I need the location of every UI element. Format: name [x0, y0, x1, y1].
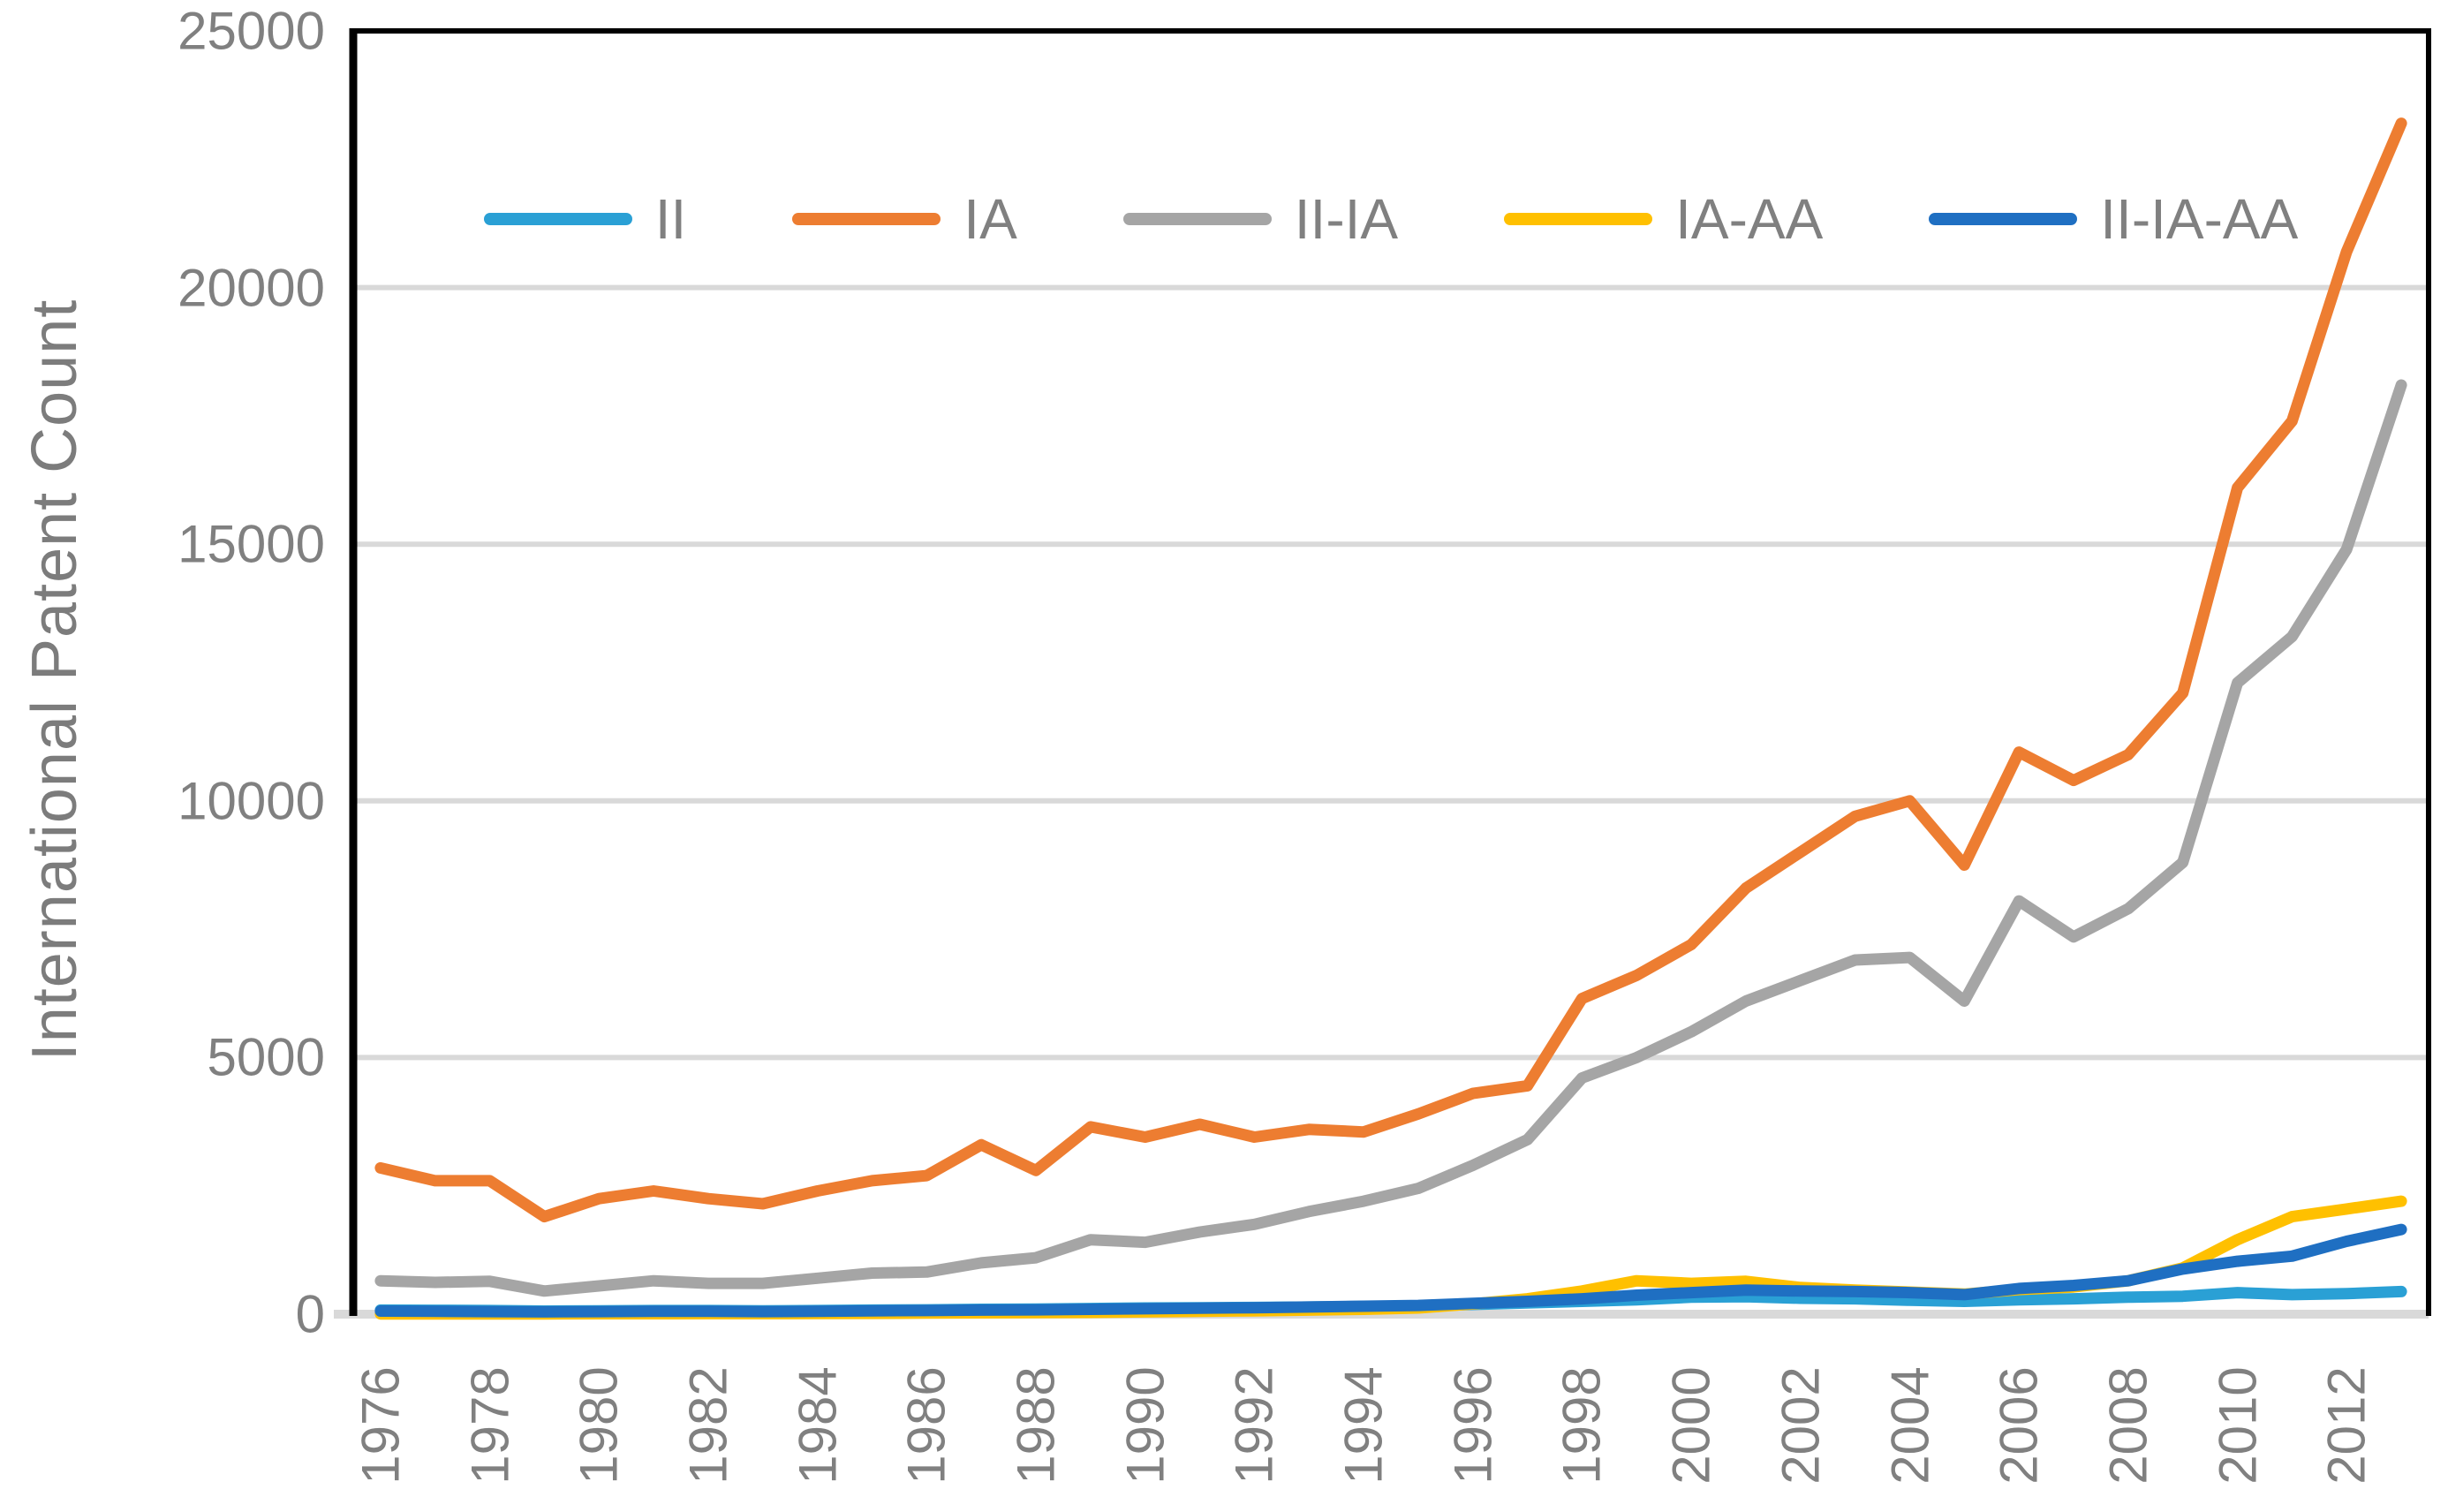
legend-label: II-IA	[1294, 187, 1399, 251]
x-tick-label: 2006	[1989, 1366, 2049, 1485]
y-tick-label: 0	[295, 1284, 325, 1344]
legend-item-II: II	[483, 186, 687, 252]
legend-item-IA: IA	[792, 186, 1017, 252]
legend-label: II-IA-AA	[2100, 187, 2299, 251]
x-tick-label: 1978	[460, 1366, 520, 1485]
series-line-II-IA-AA	[374, 1223, 2407, 1318]
x-tick-label: 1998	[1552, 1366, 1612, 1485]
series-line-IA	[374, 117, 2407, 1223]
x-tick-label: 1994	[1334, 1366, 1394, 1485]
x-tick-label: 1982	[678, 1366, 738, 1485]
x-tick-label: 2008	[2098, 1366, 2158, 1485]
x-tick-label: 1996	[1443, 1366, 1503, 1485]
y-tick-label: 15000	[178, 514, 325, 574]
legend-label: IA	[963, 187, 1017, 251]
x-tick-label: 2010	[2208, 1366, 2268, 1485]
legend: II IA II-IA IA-AA II-IA-AA	[353, 185, 2429, 253]
x-tick-label: 2002	[1771, 1366, 1831, 1485]
y-tick-label: 25000	[178, 1, 325, 61]
y-tick-label: 5000	[207, 1027, 325, 1087]
x-tick-label: 2012	[2316, 1366, 2376, 1485]
x-tick-label: 1980	[569, 1366, 629, 1485]
y-tick-label: 20000	[178, 258, 325, 318]
x-tick-label: 1976	[351, 1366, 411, 1485]
legend-line-swatch	[1122, 213, 1272, 225]
legend-line-swatch	[1929, 213, 2078, 225]
legend-line-swatch	[1504, 213, 1653, 225]
x-tick-label: 1986	[896, 1366, 956, 1485]
series-line-II-IA	[374, 379, 2407, 1297]
legend-item-II-IA-AA: II-IA-AA	[1929, 186, 2298, 252]
x-tick-label: 1992	[1224, 1366, 1284, 1485]
x-tick-label: 2000	[1661, 1366, 1721, 1485]
legend-item-IA-AA: IA-AA	[1504, 186, 1823, 252]
x-tick-label: 1984	[788, 1366, 848, 1485]
legend-item-II-IA: II-IA	[1122, 186, 1399, 252]
legend-line-swatch	[792, 213, 941, 225]
y-tick-label: 10000	[178, 771, 325, 831]
x-tick-label: 1990	[1115, 1366, 1175, 1485]
legend-label: IA-AA	[1675, 187, 1824, 251]
legend-line-swatch	[483, 213, 632, 225]
x-tick-label: 1988	[1006, 1366, 1066, 1485]
x-tick-label: 2004	[1880, 1366, 1939, 1485]
y-axis-title: International Patent Count	[19, 299, 90, 1062]
legend-label: II	[654, 187, 687, 251]
